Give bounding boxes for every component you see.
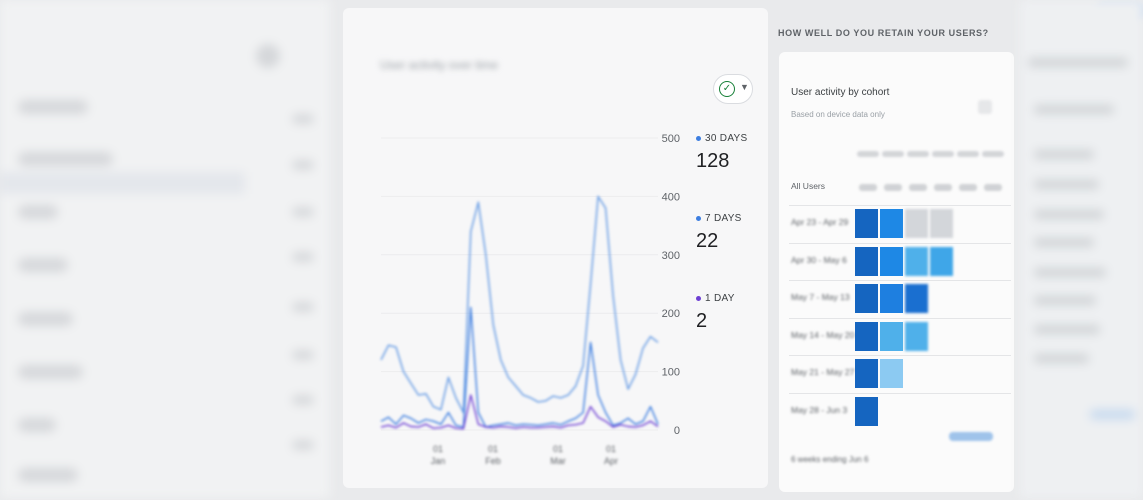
- row-divider: [789, 280, 1011, 281]
- series-dot: [696, 295, 701, 301]
- chevron-down-icon: ▼: [740, 82, 749, 92]
- retention-cell[interactable]: [880, 284, 903, 313]
- legend-7-days: 7 DAYS 22: [696, 213, 742, 253]
- legend-30-days: 30 DAYS 128: [696, 133, 748, 173]
- sidebar-item[interactable]: [18, 468, 78, 482]
- sidebar-value: [292, 160, 314, 170]
- y-tick-label: 400: [662, 191, 680, 203]
- cohort-label: May 28 - Jun 3: [791, 404, 848, 415]
- y-tick-label: 100: [662, 367, 680, 379]
- row-divider: [789, 205, 1011, 206]
- legend-1-day: 1 DAY 2: [696, 293, 735, 333]
- series-dot: [696, 135, 701, 141]
- activity-card: [343, 8, 768, 488]
- legend-value: 128: [696, 150, 730, 172]
- retention-cell[interactable]: [880, 246, 903, 276]
- row-divider: [789, 242, 1011, 244]
- y-tick-label: 500: [662, 133, 680, 145]
- sidebar-value: [292, 350, 314, 360]
- series-line-7-days: [380, 306, 659, 428]
- legend-label: 1 DAY: [705, 293, 735, 304]
- view-retention-link[interactable]: [949, 432, 993, 441]
- sidebar-selected-row[interactable]: [0, 172, 245, 194]
- row-divider: [789, 355, 1011, 356]
- retention-cell[interactable]: [855, 359, 878, 388]
- chart-lines: [380, 195, 659, 430]
- retention-cell[interactable]: [880, 321, 903, 351]
- series-dot: [696, 215, 701, 221]
- sidebar-item[interactable]: [18, 100, 88, 114]
- retention-title: User activity by cohort: [791, 87, 890, 98]
- legend-label: 30 DAYS: [705, 133, 748, 144]
- legend-value: 22: [696, 230, 719, 252]
- retention-cell[interactable]: [905, 284, 928, 313]
- retention-cell[interactable]: [855, 321, 878, 351]
- close-icon[interactable]: [978, 100, 992, 114]
- retention-cell[interactable]: [880, 359, 903, 388]
- retention-cell[interactable]: [930, 246, 953, 276]
- sidebar-item[interactable]: [18, 312, 73, 326]
- sidebar-item[interactable]: [18, 258, 68, 272]
- retention-footer: 6 weeks ending Jun 6: [791, 455, 869, 464]
- series-line-30-days: [380, 195, 659, 414]
- retention-cell[interactable]: [880, 209, 903, 238]
- check-circle-icon: ✓: [719, 81, 735, 97]
- x-tick-label: 01 Jan: [431, 444, 446, 466]
- y-tick-label: 300: [662, 250, 680, 262]
- card-title: User activity over time: [380, 58, 499, 72]
- retention-cell[interactable]: [855, 396, 878, 426]
- x-tick-label: 01 Feb: [485, 444, 501, 466]
- sidebar-value: [292, 395, 314, 405]
- cohort-label: May 21 - May 27: [791, 367, 855, 377]
- y-tick-label: 0: [674, 425, 680, 437]
- comparison-filter-button[interactable]: ✓ ▼: [713, 74, 753, 104]
- sidebar-value: [292, 207, 314, 217]
- series-line-1-day: [380, 394, 659, 430]
- sidebar-item[interactable]: [18, 418, 56, 432]
- all-users-label: All Users: [791, 181, 826, 191]
- sidebar-item[interactable]: [18, 365, 83, 379]
- legend-label: 7 DAYS: [705, 213, 742, 224]
- row-divider: [789, 317, 1011, 319]
- avatar[interactable]: [256, 44, 280, 68]
- retention-cell[interactable]: [905, 246, 928, 276]
- sidebar-value: [292, 114, 314, 124]
- x-tick-label: 01 Apr: [604, 444, 618, 466]
- retention-cell[interactable]: [855, 246, 878, 276]
- left-sidebar: [0, 0, 330, 498]
- cohort-label: May 14 - May 20: [791, 329, 855, 340]
- cohort-label: Apr 30 - May 6: [791, 254, 847, 265]
- sidebar-value: [292, 252, 314, 262]
- retention-section-header: HOW WELL DO YOU RETAIN YOUR USERS?: [778, 28, 989, 38]
- row-divider: [789, 392, 1011, 394]
- chart-grid: [381, 137, 658, 431]
- right-panel: [1020, 0, 1143, 498]
- cohort-label: May 7 - May 13: [791, 292, 850, 302]
- retention-cell[interactable]: [905, 209, 928, 238]
- y-axis-ticks: 0 100 200 300 400 500: [662, 133, 680, 437]
- y-tick-label: 200: [662, 308, 680, 320]
- retention-cell[interactable]: [930, 209, 953, 238]
- x-axis-ticks: 01 Jan 01 Feb 01 Mar 01 Apr: [431, 444, 618, 466]
- x-tick-label: 01 Mar: [550, 444, 566, 466]
- sidebar-value: [292, 302, 314, 312]
- line-chart: 0 100 200 300 400 500 01 Jan 01 Feb 01 Mar 01 Apr: [380, 133, 680, 466]
- retention-cell[interactable]: [855, 209, 878, 238]
- sidebar-value: [292, 440, 314, 450]
- retention-cell[interactable]: [905, 321, 928, 351]
- cohort-label: Apr 23 - Apr 29: [791, 217, 849, 227]
- retention-subtitle: Based on device data only: [791, 110, 885, 119]
- retention-cell[interactable]: [855, 284, 878, 313]
- legend-value: 2: [696, 310, 708, 332]
- sidebar-item[interactable]: [18, 152, 113, 166]
- sidebar-item[interactable]: [18, 205, 58, 219]
